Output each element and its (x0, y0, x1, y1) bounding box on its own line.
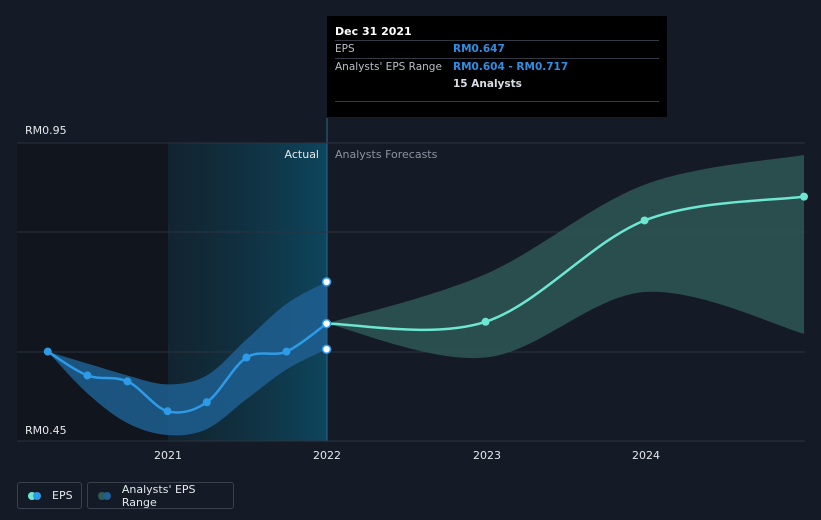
legend-range-label: Analysts' EPS Range (121, 482, 196, 509)
eps-forecast-point (800, 192, 808, 201)
forecast-region-label: Analysts Forecasts (335, 148, 438, 161)
eps-actual-point (202, 398, 211, 407)
eps-swatch-icon (28, 491, 44, 500)
y-label-top: RM0.95 (25, 124, 67, 137)
y-label-bottom: RM0.45 (25, 424, 67, 437)
tooltip-marker (321, 344, 332, 354)
eps-actual-point (123, 377, 132, 386)
eps-forecast-point (640, 216, 649, 225)
x-tick-label: 2024 (632, 449, 660, 462)
eps-actual-point (163, 407, 172, 416)
tooltip-marker (321, 277, 332, 287)
tooltip-range-value: RM0.604 - RM0.717 (453, 61, 569, 73)
eps-forecast-line (326, 195, 805, 332)
x-tick-label: 2023 (473, 449, 501, 462)
x-tick-label: 2022 (313, 449, 341, 462)
legend-eps[interactable]: EPS (17, 482, 82, 509)
x-tick-label: 2021 (154, 449, 182, 462)
tooltip-analysts: 15 Analysts (453, 78, 522, 90)
eps-actual-point (83, 371, 92, 380)
eps-actual-point (242, 353, 251, 362)
actual-region-label: Actual (285, 148, 319, 161)
tooltip-eps-value: RM0.647 (453, 43, 505, 55)
actual-range-area (47, 281, 327, 436)
eps-forecast-point (481, 317, 490, 326)
tooltip-range-label: Analysts' EPS Range (335, 61, 442, 73)
legend-range[interactable]: Analysts' EPS Range (87, 482, 234, 509)
legend-eps-label: EPS (52, 489, 73, 502)
tooltip-marker (321, 318, 332, 329)
tooltip-eps-label: EPS (335, 43, 355, 55)
range-swatch-icon (98, 491, 114, 500)
tooltip-date: Dec 31 2021 (335, 25, 412, 38)
eps-actual-point (43, 347, 52, 356)
forecast-range-area (326, 154, 804, 359)
tooltip: Dec 31 2021 EPS RM0.647 Analysts' EPS Ra… (327, 16, 667, 117)
eps-actual-point (282, 347, 291, 356)
